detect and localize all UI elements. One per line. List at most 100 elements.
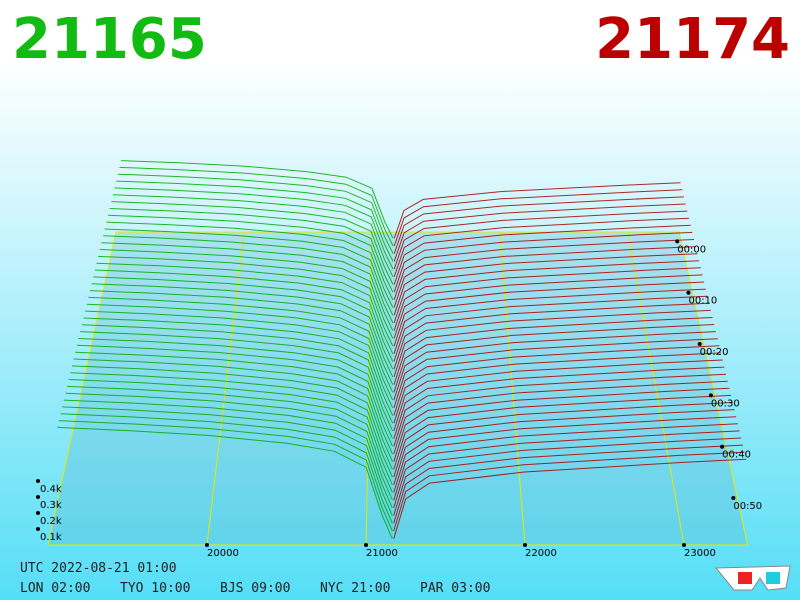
ask-depth-line (393, 309, 711, 378)
tick-mark (364, 543, 368, 547)
bid-depth-line (106, 221, 394, 308)
bid-depth-line (70, 372, 393, 478)
ask-depth-line (393, 182, 681, 239)
ask-depth-line (393, 402, 733, 478)
ask-depth-line (393, 394, 732, 470)
ask-depth-line (393, 437, 742, 516)
bid-depth-line (104, 228, 394, 316)
ask-depth-line (393, 345, 720, 416)
x-tick-label: 23000 (684, 548, 716, 559)
bid-depth-line (73, 358, 393, 462)
bid-depth-line (112, 194, 394, 278)
time-tick-mark (675, 239, 680, 244)
ask-depth-line (393, 373, 727, 447)
bid-depth-line (119, 166, 394, 247)
ask-depth-line (393, 288, 706, 354)
bid-depth-line (101, 242, 394, 331)
ask-depth-line (393, 331, 716, 401)
depth-tick-mark (36, 511, 40, 515)
ask-depth-line (393, 203, 686, 262)
bid-depth-line (117, 173, 394, 254)
time-tick-label: 00:40 (722, 450, 751, 461)
ask-depth-line (393, 324, 715, 393)
tick-mark (205, 543, 209, 547)
bid-depth-line (75, 351, 393, 455)
bid-depth-line (80, 331, 394, 432)
ask-depth-line (393, 196, 684, 254)
ask-depth-line (393, 423, 738, 501)
ask-depth-line (393, 338, 718, 408)
bid-depth-line (58, 420, 393, 532)
bid-depth-line (83, 317, 394, 416)
bid-depth-line (63, 399, 393, 509)
bid-depth-line (67, 385, 393, 493)
time-tick-mark (720, 444, 725, 449)
glasses-icon (714, 565, 791, 591)
time-tick-label: 00:20 (700, 347, 729, 358)
ask-depth-line (393, 352, 722, 424)
ask-depth-line (393, 387, 730, 462)
ask-depth-line (393, 359, 723, 432)
x-tick-label: 20000 (207, 548, 239, 559)
bid-depth-line (96, 262, 394, 355)
x-tick-label: 21000 (366, 548, 398, 559)
bid-depth-line (94, 269, 394, 362)
ask-depth-line (393, 274, 703, 339)
bid-depth-line (76, 344, 393, 447)
depth-tick-label: 0.2k (40, 516, 62, 527)
bid-depth-line (78, 338, 393, 439)
ask-depth-line (393, 267, 701, 331)
bid-depth-line (62, 406, 393, 516)
bid-depth-line (71, 365, 393, 470)
tick-mark (682, 543, 686, 547)
ask-depth-line (393, 281, 705, 347)
bid-depth-line (91, 283, 394, 378)
bid-depth-line (65, 392, 393, 501)
ask-depth-line (393, 451, 745, 532)
bid-depth-line (116, 180, 394, 262)
zone-time: TYO 10:00 (120, 581, 190, 596)
bid-depth-line (89, 290, 394, 385)
time-tick-label: 00:30 (711, 398, 740, 409)
grid-line (499, 231, 526, 546)
time-tick-mark (686, 290, 691, 295)
depth-tick-mark (36, 495, 40, 499)
bid-depth-line (111, 201, 394, 285)
zone-time: NYC 21:00 (320, 581, 390, 596)
ask-price: 21174 (595, 7, 790, 72)
depth-tick-mark (36, 527, 40, 531)
bid-depth-line (121, 160, 394, 239)
ask-depth-line (393, 189, 683, 247)
time-tick-label: 00:50 (733, 501, 762, 512)
ask-depth-line (393, 253, 698, 316)
ask-depth-line (393, 416, 737, 493)
ask-depth-line (393, 366, 725, 439)
bid-price: 21165 (12, 7, 207, 72)
ask-depth-line (393, 210, 688, 270)
zone-time: PAR 03:00 (420, 581, 490, 596)
bid-depth-line (93, 276, 394, 370)
ask-depth-line (393, 224, 691, 285)
bid-depth-line (68, 379, 393, 486)
ask-depth-line (393, 217, 690, 277)
depth-tick-label: 0.3k (40, 500, 62, 511)
bid-depth-line (85, 310, 394, 409)
zone-time: LON 02:00 (20, 581, 90, 596)
utc-time: UTC 2022-08-21 01:00 (20, 561, 177, 576)
ask-depth-line (393, 458, 747, 539)
bid-depth-line (88, 296, 394, 393)
time-tick-label: 00:00 (677, 244, 706, 255)
bid-depth-line (86, 303, 394, 401)
ask-depth-line (393, 380, 728, 455)
time-tick-mark (708, 393, 713, 398)
bid-depth-line (109, 208, 394, 293)
bid-depth-line (57, 426, 393, 539)
ask-depth-line (393, 409, 735, 485)
bid-depth-line (98, 255, 394, 347)
time-tick-mark (697, 342, 702, 347)
bid-depth-line (60, 413, 393, 524)
depth-tick-label: 0.4k (40, 484, 62, 495)
zone-time: BJS 09:00 (220, 581, 290, 596)
x-tick-label: 22000 (525, 548, 557, 559)
